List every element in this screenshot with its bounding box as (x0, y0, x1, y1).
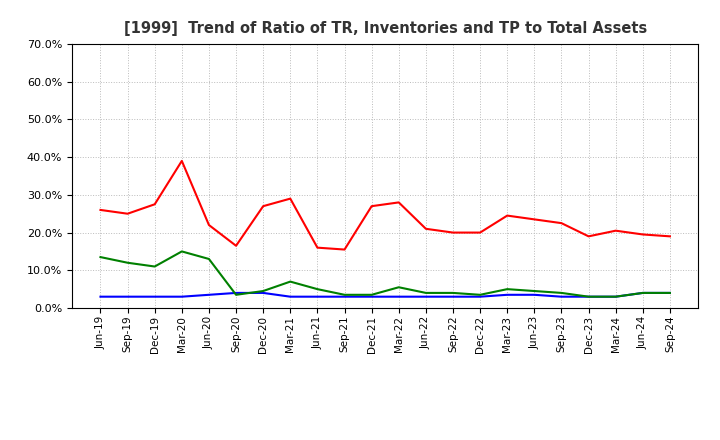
Trade Payables (259, 288, 268, 293)
Trade Payables (611, 294, 620, 299)
Trade Receivables (395, 200, 403, 205)
Trade Receivables (341, 247, 349, 252)
Trade Receivables (584, 234, 593, 239)
Trade Payables (123, 260, 132, 265)
Trade Receivables (421, 226, 430, 231)
Trade Payables (178, 249, 186, 254)
Line: Inventories: Inventories (101, 293, 670, 297)
Line: Trade Receivables: Trade Receivables (101, 161, 670, 249)
Trade Payables (232, 292, 240, 297)
Trade Receivables (665, 234, 674, 239)
Trade Receivables (557, 220, 566, 226)
Trade Receivables (503, 213, 511, 218)
Inventories (449, 294, 457, 299)
Trade Receivables (232, 243, 240, 249)
Trade Receivables (611, 228, 620, 233)
Trade Payables (96, 254, 105, 260)
Inventories (123, 294, 132, 299)
Trade Receivables (449, 230, 457, 235)
Inventories (178, 294, 186, 299)
Trade Payables (503, 286, 511, 292)
Inventories (421, 294, 430, 299)
Inventories (611, 294, 620, 299)
Trade Payables (286, 279, 294, 284)
Trade Receivables (96, 207, 105, 213)
Trade Receivables (123, 211, 132, 216)
Trade Receivables (259, 204, 268, 209)
Trade Payables (449, 290, 457, 296)
Trade Receivables (150, 202, 159, 207)
Trade Receivables (204, 222, 213, 227)
Trade Payables (204, 257, 213, 262)
Trade Payables (639, 290, 647, 296)
Trade Payables (367, 292, 376, 297)
Trade Payables (150, 264, 159, 269)
Inventories (530, 292, 539, 297)
Trade Payables (530, 288, 539, 293)
Trade Payables (584, 294, 593, 299)
Inventories (476, 294, 485, 299)
Trade Receivables (313, 245, 322, 250)
Inventories (341, 294, 349, 299)
Trade Payables (395, 285, 403, 290)
Trade Receivables (367, 204, 376, 209)
Trade Receivables (639, 232, 647, 237)
Inventories (367, 294, 376, 299)
Inventories (503, 292, 511, 297)
Inventories (313, 294, 322, 299)
Title: [1999]  Trend of Ratio of TR, Inventories and TP to Total Assets: [1999] Trend of Ratio of TR, Inventories… (124, 21, 647, 36)
Inventories (286, 294, 294, 299)
Trade Payables (476, 292, 485, 297)
Inventories (557, 294, 566, 299)
Trade Receivables (530, 217, 539, 222)
Inventories (639, 290, 647, 296)
Inventories (204, 292, 213, 297)
Trade Receivables (476, 230, 485, 235)
Inventories (150, 294, 159, 299)
Inventories (96, 294, 105, 299)
Trade Payables (665, 290, 674, 296)
Trade Payables (341, 292, 349, 297)
Trade Receivables (286, 196, 294, 201)
Trade Payables (557, 290, 566, 296)
Inventories (259, 290, 268, 296)
Inventories (665, 290, 674, 296)
Inventories (584, 294, 593, 299)
Trade Payables (421, 290, 430, 296)
Inventories (232, 290, 240, 296)
Trade Receivables (178, 158, 186, 164)
Inventories (395, 294, 403, 299)
Trade Payables (313, 286, 322, 292)
Line: Trade Payables: Trade Payables (101, 251, 670, 297)
